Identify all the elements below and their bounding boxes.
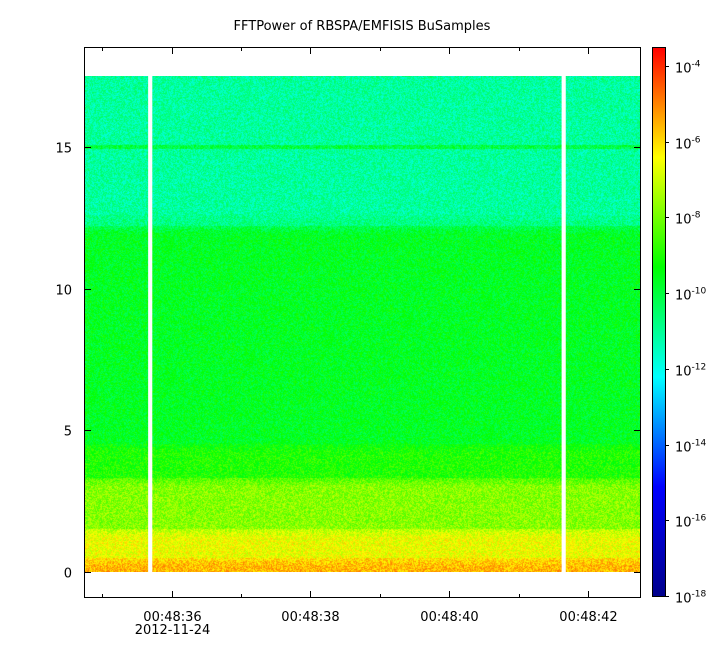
colorbar-tick-label: 10-6	[675, 136, 701, 153]
y-tick-label: 0	[64, 567, 72, 582]
colorbar-tick-label: 10-14	[675, 439, 707, 456]
colorbar: 10-4 10-6 10-8 10-10 10-12 10-14 10-16 10-18	[652, 47, 707, 607]
spectrogram-heatmap	[85, 76, 640, 572]
colorbar-tick-label: 10-16	[675, 514, 707, 531]
colorbar-tick-label: 10-12	[675, 363, 706, 380]
x-tick-label: 00:48:38	[281, 610, 339, 625]
x-tick-label: 00:48:40	[420, 610, 478, 625]
colorbar-ticks: 10-4 10-6 10-8 10-10 10-12 10-14 10-16 10-18	[665, 60, 707, 607]
y-tick-label: 5	[64, 425, 72, 440]
chart-title: FFTPower of RBSPA/EMFISIS BuSamples	[234, 19, 491, 34]
data-gaps	[148, 76, 566, 572]
colorbar-gradient	[652, 47, 666, 597]
data-gap	[561, 76, 566, 572]
x-tick-label: 00:48:42	[559, 610, 617, 625]
y-axis: 0 5 10 15	[55, 142, 640, 582]
heatmap-raster	[85, 76, 640, 572]
colorbar-tick-label: 10-10	[675, 287, 707, 304]
colorbar-tick-label: 10-8	[675, 211, 701, 228]
x-tick-label: 00:48:36	[143, 610, 201, 625]
y-tick-label: 10	[55, 284, 72, 299]
y-tick-label: 15	[55, 142, 72, 157]
x-tick-date-label: 2012-11-24	[135, 623, 211, 638]
data-gap	[148, 76, 153, 572]
plot-area-frame	[84, 47, 641, 598]
colorbar-tick-label: 10-18	[675, 590, 707, 607]
colorbar-tick-label: 10-4	[675, 60, 701, 77]
